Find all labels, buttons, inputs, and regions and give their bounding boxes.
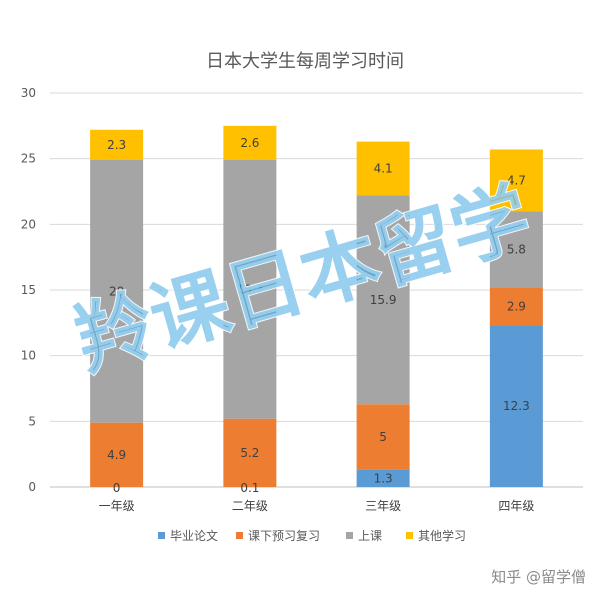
bar-segment bbox=[356, 141, 410, 196]
credit-text: 知乎 @留学僧 bbox=[491, 568, 586, 586]
data-label: 15.9 bbox=[370, 293, 397, 307]
bar-segment bbox=[356, 195, 410, 405]
x-category-label: 二年级 bbox=[232, 499, 268, 513]
x-category-label: 四年级 bbox=[498, 499, 534, 513]
bar-segment bbox=[90, 129, 144, 160]
y-tick-label: 30 bbox=[21, 86, 36, 100]
y-tick-label: 20 bbox=[21, 217, 36, 231]
legend-label: 毕业论文 bbox=[170, 528, 218, 543]
data-label: 4.7 bbox=[507, 173, 526, 187]
data-labels: 0 4.9 20 2.3 5.2 19.7 2.6 1.3 5 15.9 4.1 12.3 2.9 5.8… bbox=[107, 136, 530, 495]
data-label: 0.1 bbox=[240, 481, 259, 495]
legend-label: 其他学习 bbox=[418, 528, 466, 543]
data-label: 2.6 bbox=[240, 136, 259, 150]
legend-swatch bbox=[158, 532, 165, 539]
bar-segment bbox=[90, 159, 144, 423]
y-tick-label: 5 bbox=[28, 414, 36, 428]
data-label: 4.1 bbox=[374, 162, 393, 176]
data-label: 1.3 bbox=[374, 471, 393, 485]
legend-swatch bbox=[406, 532, 413, 539]
bars bbox=[90, 125, 543, 487]
data-label: 5.8 bbox=[507, 242, 526, 256]
legend-swatch bbox=[236, 532, 243, 539]
data-label: 4.9 bbox=[107, 448, 126, 462]
legend-swatch bbox=[346, 532, 353, 539]
data-label: 5.2 bbox=[240, 446, 259, 460]
data-label: 2.9 bbox=[507, 299, 526, 313]
bar-segment bbox=[489, 211, 543, 288]
x-axis-categories: 一年级 二年级 三年级 四年级 bbox=[99, 499, 535, 513]
data-label: 19.7 bbox=[237, 282, 264, 296]
bar-segment bbox=[223, 159, 277, 419]
data-label: 20 bbox=[109, 284, 124, 298]
x-category-label: 一年级 bbox=[99, 499, 135, 513]
y-axis-ticks: 0 5 10 15 20 25 30 bbox=[21, 86, 36, 494]
y-tick-label: 10 bbox=[21, 349, 36, 363]
data-label: 12.3 bbox=[503, 399, 530, 413]
bar-segment bbox=[356, 469, 410, 487]
bar-segment bbox=[489, 149, 543, 212]
bar-segment bbox=[90, 422, 144, 487]
bar-segment bbox=[489, 325, 543, 487]
bar-segment bbox=[223, 418, 277, 487]
legend-label: 课下预习复习 bbox=[248, 529, 320, 543]
x-category-label: 三年级 bbox=[365, 499, 401, 513]
data-label: 0 bbox=[113, 481, 121, 495]
y-tick-label: 15 bbox=[21, 283, 36, 297]
legend-label: 上课 bbox=[358, 529, 382, 543]
y-tick-label: 0 bbox=[28, 480, 36, 494]
y-tick-label: 25 bbox=[21, 152, 36, 166]
bar-segment bbox=[223, 125, 277, 160]
bar-segment bbox=[489, 287, 543, 326]
bar-segment bbox=[356, 404, 410, 470]
legend: 毕业论文 课下预习复习 上课 其他学习 bbox=[158, 528, 466, 543]
chart-title: 日本大学生每周学习时间 bbox=[206, 51, 404, 72]
data-label: 5 bbox=[379, 430, 387, 444]
data-label: 2.3 bbox=[107, 138, 126, 152]
